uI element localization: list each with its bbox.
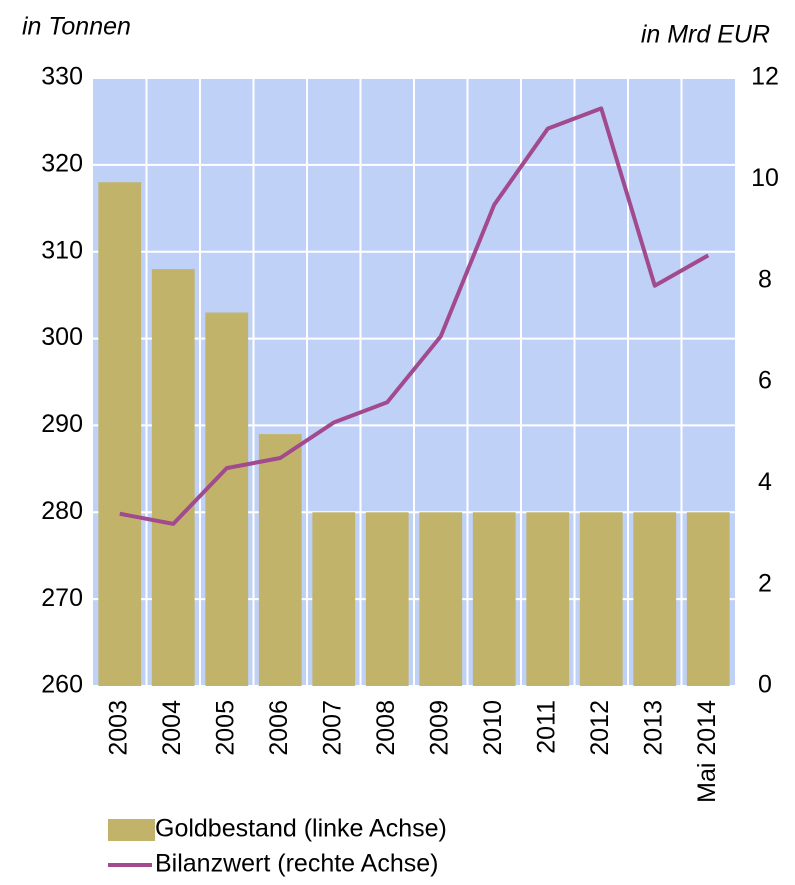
bar	[419, 512, 463, 686]
x-tick-label: 2008	[372, 700, 400, 756]
x-tick-label: 2005	[211, 700, 239, 756]
y2-tick-label: 4	[758, 468, 772, 496]
x-tick-label: 2009	[425, 700, 453, 756]
x-tick-label: 2010	[479, 700, 507, 756]
bar	[258, 434, 302, 686]
y2-tick-label: 6	[758, 367, 772, 395]
y-tick-label: 310	[41, 236, 83, 264]
legend-label: Goldbestand (linke Achse)	[155, 815, 447, 843]
bar	[633, 512, 677, 686]
y-tick-label: 280	[41, 497, 83, 525]
legend-swatch	[108, 819, 155, 841]
y-tick-label: 320	[41, 149, 83, 177]
y2-axis-label: in Mrd EUR	[641, 21, 770, 49]
bar	[205, 312, 249, 686]
bar	[686, 512, 730, 686]
x-tick-label: 2011	[532, 700, 560, 754]
bar	[312, 512, 356, 686]
bar	[151, 269, 195, 686]
y-tick-label: 330	[41, 63, 83, 91]
y2-tick-label: 12	[751, 63, 779, 91]
y2-tick-label: 8	[758, 265, 772, 293]
x-tick-label: Mai 2014	[693, 700, 721, 803]
bar	[98, 182, 142, 686]
y2-tick-label: 0	[758, 671, 772, 699]
y-tick-label: 260	[41, 671, 83, 699]
bar	[365, 512, 409, 686]
x-tick-label: 2007	[318, 700, 346, 756]
y2-tick-label: 2	[758, 569, 772, 597]
y-axis-label: in Tonnen	[22, 13, 131, 41]
legend-label: Bilanzwert (rechte Achse)	[155, 850, 438, 878]
x-tick-label: 2006	[265, 700, 293, 756]
x-tick-label: 2004	[158, 700, 186, 756]
y-tick-label: 270	[41, 584, 83, 612]
x-tick-label: 2012	[586, 700, 614, 756]
bar	[579, 512, 623, 686]
x-tick-label: 2013	[639, 700, 667, 756]
x-tick-label: 2003	[104, 700, 132, 756]
line	[119, 106, 710, 526]
y2-tick-label: 10	[751, 164, 779, 192]
bar	[526, 512, 570, 686]
y-tick-label: 300	[41, 323, 83, 351]
y-tick-label: 290	[41, 410, 83, 438]
bar	[472, 512, 516, 686]
